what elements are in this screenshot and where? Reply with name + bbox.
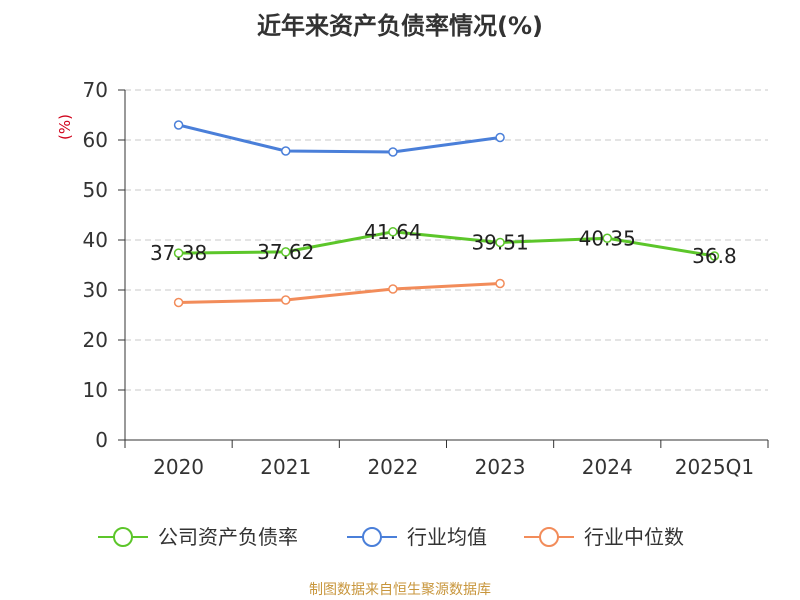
- x-tick-label: 2021: [260, 455, 311, 479]
- legend-label: 行业中位数: [584, 525, 684, 549]
- y-tick-label: 40: [83, 228, 108, 252]
- series-line: [178, 123, 501, 154]
- data-point: [495, 237, 505, 248]
- data-point: [281, 247, 291, 257]
- data-point: [281, 295, 291, 305]
- source-note: 制图数据来自恒生聚源数据库: [309, 582, 491, 598]
- legend-swatch-marker: [362, 527, 382, 547]
- data-point: [709, 251, 720, 261]
- y-axis-label: (%): [56, 114, 74, 140]
- y-tick-label: 60: [83, 128, 108, 152]
- data-labels: 37.38 37.62 41.64 39.51 40.35 36.8: [150, 220, 737, 268]
- data-point: [495, 278, 505, 289]
- data-point: [495, 132, 505, 143]
- series-line: [178, 230, 715, 258]
- x-tick-label: 2022: [367, 455, 418, 479]
- data-point: [388, 147, 398, 157]
- legend: 公司资产负债率 行业均值 行业中位数: [98, 525, 684, 549]
- x-tick-label: 2024: [582, 455, 633, 479]
- chart-title: 近年来资产负债率情况(%): [257, 12, 543, 40]
- data-point: [388, 227, 398, 237]
- data-point: [281, 146, 291, 156]
- legend-label: 行业均值: [407, 525, 487, 549]
- legend-swatch-marker: [539, 527, 559, 547]
- data-point: [388, 284, 398, 294]
- y-tick-label: 0: [95, 428, 108, 452]
- y-tick-label: 20: [83, 328, 108, 352]
- y-tick-label: 30: [83, 278, 108, 302]
- x-tick-label: 2023: [475, 455, 526, 479]
- y-tick-label: 50: [83, 178, 108, 202]
- series-line: [178, 282, 501, 304]
- data-label: 39.51: [471, 230, 528, 254]
- grid-lines: [125, 89, 768, 391]
- axes: 0 10 20 30 40 50 60 70 (%) 2020 2021 2022 2023 2024 20…: [56, 78, 769, 479]
- data-label: 36.8: [692, 244, 737, 268]
- x-tick-label: 2025Q1: [675, 455, 754, 479]
- x-tick-label: 2020: [153, 455, 204, 479]
- data-point: [602, 233, 612, 243]
- data-label: 37.62: [257, 240, 314, 264]
- data-label: 41.64: [364, 220, 421, 244]
- data-point: [173, 248, 184, 258]
- series-layer: [173, 120, 720, 308]
- y-tick-label: 70: [83, 78, 108, 102]
- data-label: 37.38: [150, 241, 207, 265]
- data-point: [173, 297, 184, 308]
- legend-label: 公司资产负债率: [158, 525, 298, 549]
- y-tick-label: 10: [83, 378, 108, 402]
- legend-swatch-marker: [113, 527, 133, 547]
- data-label: 40.35: [579, 226, 636, 250]
- data-point: [173, 120, 184, 130]
